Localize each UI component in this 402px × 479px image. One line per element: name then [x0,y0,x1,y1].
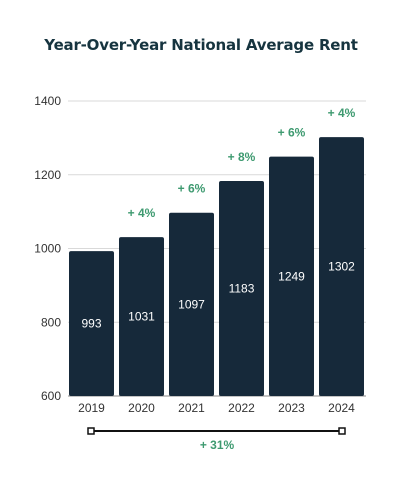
bar-value-label: 1183 [229,282,255,296]
bar-value-label: 993 [81,317,101,331]
x-tick-label: 2019 [78,401,105,415]
x-tick-label: 2023 [278,401,305,415]
bar [319,137,364,396]
bracket-end-marker [338,427,346,435]
y-tick-label: 1400 [34,94,61,108]
change-label: + 4% [328,106,356,120]
change-label: + 6% [178,182,206,196]
bar [119,237,164,396]
total-change-label: + 31% [200,438,235,452]
bar [169,212,214,396]
x-axis-tick-labels: 2019 2020 2021 2022 2023 2024 [78,401,355,415]
change-label: + 8% [228,150,256,164]
y-tick-label: 1000 [34,242,61,256]
gridlines [68,100,366,397]
y-axis-tick-labels: 600 800 1000 1200 1400 [34,94,61,403]
total-change-bracket: + 31% [87,427,346,452]
chart-title: Year-Over-Year National Average Rent [44,36,358,54]
x-tick-label: 2022 [228,401,255,415]
bars: 993 1031 1097 1183 1249 1302 [69,137,364,396]
x-tick-label: 2024 [328,401,355,415]
change-labels: + 4% + 6% + 8% + 6% + 4% [128,106,356,220]
y-tick-label: 600 [41,389,61,403]
y-tick-label: 800 [41,315,61,329]
bar [269,156,314,396]
y-tick-label: 1200 [34,168,61,182]
change-label: + 6% [278,126,306,140]
bar-value-label: 1097 [178,297,205,311]
bar [69,251,114,396]
change-label: + 4% [128,206,156,220]
x-tick-label: 2021 [178,401,205,415]
bar-value-label: 1302 [328,260,355,274]
bar [219,181,264,396]
bracket-start-marker [87,427,95,435]
x-tick-label: 2020 [128,401,155,415]
bar-value-label: 1249 [278,269,305,283]
bar-value-label: 1031 [128,310,155,324]
